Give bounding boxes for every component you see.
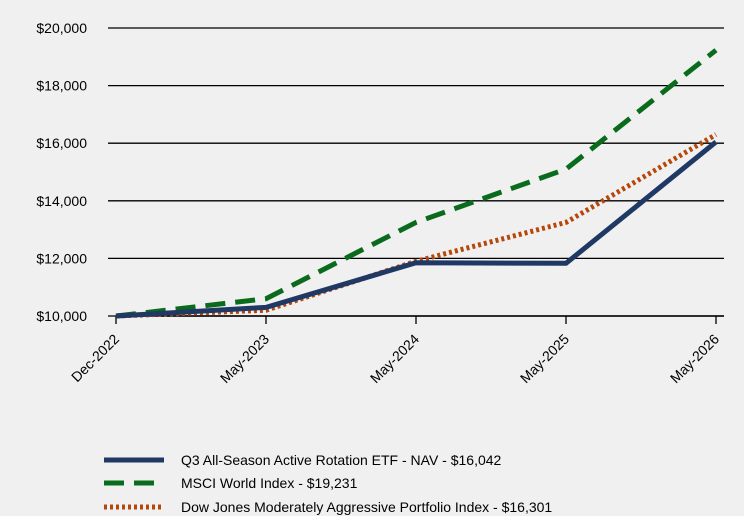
- y-tick-label: $16,000: [36, 135, 87, 151]
- legend-label-1: MSCI World Index - $19,231: [181, 475, 358, 491]
- series-line-1: [115, 48, 718, 319]
- y-tick-label: $18,000: [36, 78, 87, 94]
- y-tick-label: $14,000: [36, 193, 87, 209]
- series-line-0: [115, 140, 718, 319]
- series-lines: [115, 48, 718, 319]
- y-axis-tick-labels: $10,000 $12,000 $14,000 $16,000 $18,000 $20,0…: [36, 20, 87, 324]
- x-tick-label: May-2023: [217, 331, 272, 386]
- x-tick-label: May-2024: [367, 331, 422, 386]
- legend-label-2: Dow Jones Moderately Aggressive Portfoli…: [181, 499, 552, 515]
- y-tick-label: $10,000: [36, 308, 87, 324]
- series-line-2: [115, 132, 718, 319]
- y-gridlines: [108, 27, 724, 317]
- x-tick-label: May-2025: [517, 331, 572, 386]
- x-axis-ticks: Dec-2022 May-2023 May-2024 May-2025 May-2026: [68, 316, 722, 386]
- y-tick-label: $12,000: [36, 250, 87, 266]
- legend: Q3 All-Season Active Rotation ETF - NAV …: [104, 452, 552, 515]
- x-tick-label: May-2026: [667, 331, 722, 386]
- y-tick-label: $20,000: [36, 20, 87, 36]
- legend-label-0: Q3 All-Season Active Rotation ETF - NAV …: [181, 452, 502, 468]
- x-tick-label: Dec-2022: [68, 331, 122, 385]
